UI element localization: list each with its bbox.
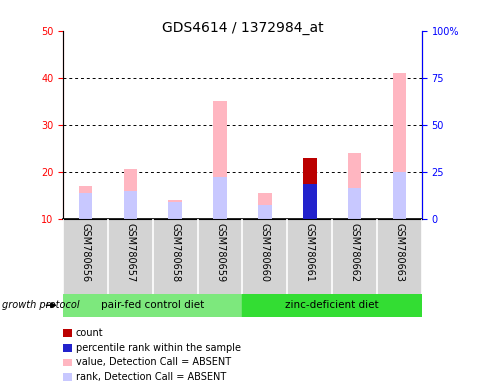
Bar [78, 193, 92, 219]
Bar [257, 193, 271, 219]
Text: GSM780662: GSM780662 [349, 223, 359, 282]
Text: value, Detection Call = ABSENT: value, Detection Call = ABSENT [76, 358, 230, 367]
Text: count: count [76, 328, 103, 338]
Text: GSM780663: GSM780663 [393, 223, 404, 281]
Text: GDS4614 / 1372984_at: GDS4614 / 1372984_at [161, 21, 323, 35]
Bar [213, 177, 227, 219]
Bar [302, 158, 316, 219]
Bar [392, 73, 406, 219]
Text: GSM780661: GSM780661 [304, 223, 314, 281]
Bar [302, 191, 316, 219]
Bar [347, 153, 361, 219]
Text: GSM780657: GSM780657 [125, 223, 135, 282]
Bar [302, 188, 316, 219]
Bar [63, 294, 242, 317]
Bar [347, 188, 361, 219]
Text: zinc-deficient diet: zinc-deficient diet [285, 300, 378, 310]
Text: GSM780656: GSM780656 [80, 223, 91, 282]
Bar [123, 169, 137, 219]
Text: rank, Detection Call = ABSENT: rank, Detection Call = ABSENT [76, 372, 226, 382]
Text: GSM780658: GSM780658 [170, 223, 180, 282]
Bar [302, 184, 316, 219]
Text: GSM780660: GSM780660 [259, 223, 270, 281]
Text: pair-fed control diet: pair-fed control diet [101, 300, 204, 310]
Text: growth protocol: growth protocol [2, 300, 80, 310]
Bar [213, 101, 227, 219]
Bar [78, 186, 92, 219]
Bar [168, 202, 182, 219]
Bar [392, 172, 406, 219]
Bar [257, 205, 271, 219]
Bar [242, 294, 421, 317]
Text: percentile rank within the sample: percentile rank within the sample [76, 343, 240, 353]
Bar [123, 191, 137, 219]
Text: GSM780659: GSM780659 [214, 223, 225, 282]
Bar [168, 200, 182, 219]
